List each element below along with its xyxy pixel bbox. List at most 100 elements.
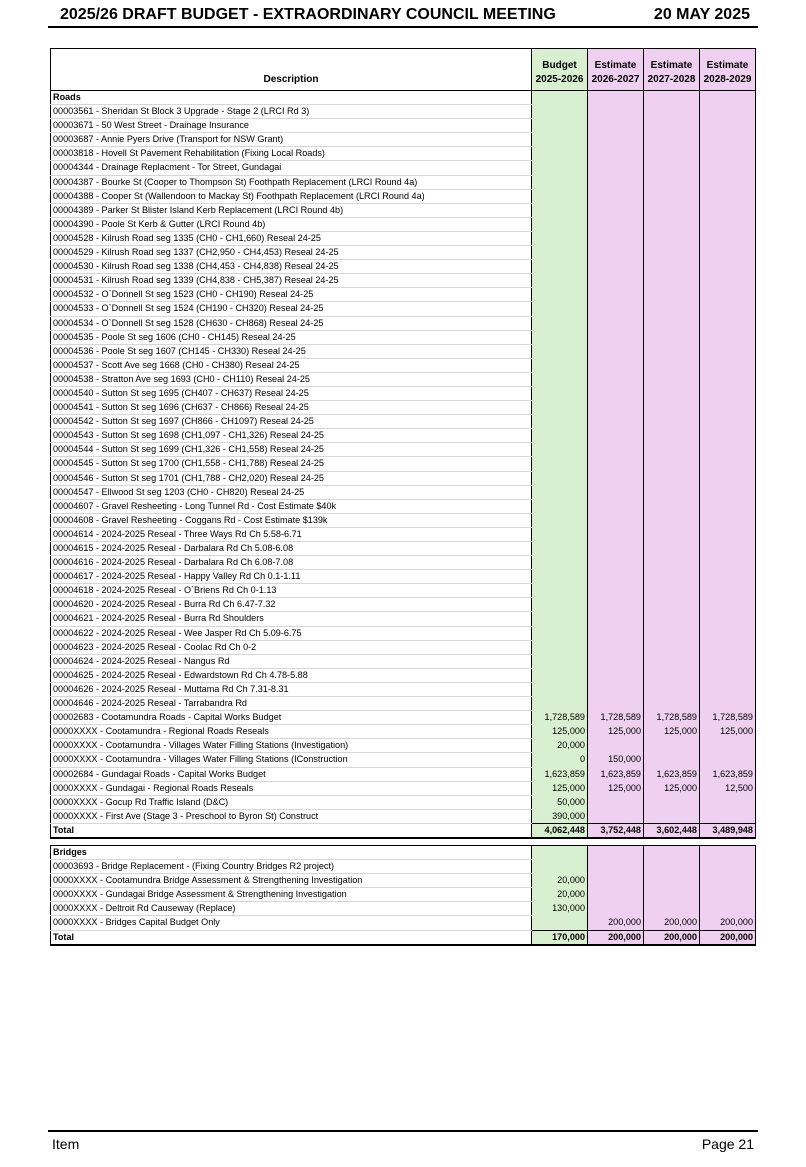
- table-row: 00004389 - Parker St Blister Island Kerb…: [50, 203, 756, 218]
- table-row: 00004618 - 2024-2025 Reseal - O`Briens R…: [50, 583, 756, 599]
- row-estimate-2026-2027: [587, 259, 644, 274]
- row-estimate-2028-2029: [699, 160, 756, 176]
- row-estimate-2026-2027: [587, 456, 644, 472]
- row-estimate-2028-2029: [699, 245, 756, 260]
- row-estimate-2028-2029: [699, 555, 756, 570]
- row-estimate-2028-2029: [699, 203, 756, 218]
- row-budget-2025-2026: [531, 583, 588, 598]
- row-estimate-2026-2027: [587, 330, 644, 345]
- row-estimate-2026-2027: [587, 668, 644, 683]
- row-estimate-2028-2029: [699, 752, 756, 767]
- row-estimate-2026-2027: [587, 738, 644, 753]
- row-estimate-2027-2028: [643, 428, 700, 443]
- row-budget-2025-2026: [531, 217, 588, 232]
- row-estimate-2028-2029: [699, 132, 756, 147]
- row-estimate-2028-2029: [699, 287, 756, 302]
- row-estimate-2027-2028: [643, 541, 700, 556]
- row-estimate-2027-2028: [643, 287, 700, 302]
- table-row: 0000XXXX - Cootamundra - Regional Roads …: [50, 724, 756, 740]
- row-budget-2025-2026: [531, 555, 588, 570]
- row-estimate-2028-2029: [699, 428, 756, 443]
- row-estimate-2026-2027: [587, 273, 644, 288]
- row-estimate-2026-2027: [587, 344, 644, 359]
- row-estimate-2026-2027: [587, 696, 644, 711]
- row-description: 00004538 - Stratton Ave seg 1693 (CH0 - …: [50, 372, 532, 387]
- row-estimate-2026-2027: [587, 414, 644, 429]
- row-description: 00003687 - Annie Pyers Drive (Transport …: [50, 132, 532, 148]
- row-estimate-2026-2027: 150,000: [587, 752, 644, 767]
- row-estimate-2026-2027: 125,000: [587, 781, 644, 796]
- table-row: 00003671 - 50 West Street - Drainage Ins…: [50, 118, 756, 134]
- row-description: 00004614 - 2024-2025 Reseal - Three Ways…: [50, 527, 532, 543]
- row-estimate-2027-2028: [643, 146, 700, 161]
- row-description: 00004547 - Ellwood St seg 1203 (CH0 - CH…: [50, 485, 532, 500]
- table-row: 00004646 - 2024-2025 Reseal - Tarrabandr…: [50, 696, 756, 712]
- row-estimate-2028-2029: [699, 569, 756, 584]
- row-estimate-2026-2027: [587, 217, 644, 232]
- row-estimate-2026-2027: [587, 682, 644, 697]
- row-description: 00004389 - Parker St Blister Island Kerb…: [50, 203, 532, 218]
- row-estimate-2027-2028: [643, 873, 700, 888]
- row-estimate-2026-2027: [587, 372, 644, 387]
- table-row: 0000XXXX - Gundagai Bridge Assessment & …: [50, 887, 756, 903]
- row-estimate-2028-2029: [699, 696, 756, 711]
- table-row: 00004621 - 2024-2025 Reseal - Burra Rd S…: [50, 611, 756, 627]
- row-description: 00004532 - O`Donnell St seg 1523 (CH0 - …: [50, 287, 532, 303]
- row-budget-2025-2026: [531, 301, 588, 316]
- table-row: 0000XXXX - Cootamundra Bridge Assessment…: [50, 873, 756, 889]
- row-estimate-2027-2028: [643, 175, 700, 190]
- row-estimate-2027-2028: 1,623,859: [643, 767, 700, 782]
- row-budget-2025-2026: 1,623,859: [531, 767, 588, 782]
- row-estimate-2027-2028: [643, 400, 700, 415]
- table-row: 00004532 - O`Donnell St seg 1523 (CH0 - …: [50, 287, 756, 303]
- row-estimate-2027-2028: [643, 301, 700, 316]
- row-estimate-2027-2028: [643, 654, 700, 669]
- row-description: 00004625 - 2024-2025 Reseal - Edwardstow…: [50, 668, 532, 683]
- total-estimate-3: 3,489,948: [699, 822, 756, 839]
- row-estimate-2027-2028: [643, 611, 700, 627]
- row-estimate-2026-2027: [587, 809, 644, 824]
- row-estimate-2028-2029: [699, 442, 756, 457]
- row-estimate-2026-2027: 200,000: [587, 915, 644, 931]
- row-estimate-2028-2029: [699, 859, 756, 874]
- col-estimate-3: Estimate 2028-2029: [699, 48, 756, 91]
- row-description: 00002683 - Cootamundra Roads - Capital W…: [50, 710, 532, 726]
- table-row: 00003693 - Bridge Replacement - (Fixing …: [50, 859, 756, 875]
- table-row: 00004535 - Poole St seg 1606 (CH0 - CH14…: [50, 330, 756, 345]
- row-estimate-2026-2027: [587, 245, 644, 260]
- row-estimate-2026-2027: [587, 873, 644, 888]
- row-estimate-2026-2027: [587, 527, 644, 542]
- table-row: 00003687 - Annie Pyers Drive (Transport …: [50, 132, 756, 148]
- row-estimate-2026-2027: [587, 795, 644, 810]
- row-estimate-2027-2028: [643, 859, 700, 874]
- row-description: 00004624 - 2024-2025 Reseal - Nangus Rd: [50, 654, 532, 669]
- row-estimate-2028-2029: [699, 344, 756, 359]
- row-budget-2025-2026: [531, 541, 588, 556]
- row-estimate-2026-2027: [587, 442, 644, 457]
- row-budget-2025-2026: [531, 915, 588, 931]
- section-title-row: Roads: [50, 90, 756, 106]
- table-row: 00004543 - Sutton St seg 1698 (CH1,097 -…: [50, 428, 756, 444]
- row-budget-2025-2026: 125,000: [531, 724, 588, 739]
- table-row: 00004387 - Bourke St (Cooper to Thompson…: [50, 175, 756, 190]
- row-estimate-2028-2029: [699, 316, 756, 331]
- table-row: 0000XXXX - Cootamundra - Villages Water …: [50, 738, 756, 754]
- row-estimate-2027-2028: [643, 471, 700, 486]
- row-estimate-2026-2027: 1,728,589: [587, 710, 644, 725]
- row-estimate-2026-2027: [587, 901, 644, 916]
- row-budget-2025-2026: 1,728,589: [531, 710, 588, 725]
- row-description: 00004546 - Sutton St seg 1701 (CH1,788 -…: [50, 471, 532, 486]
- table-row: 00004390 - Poole St Kerb & Gutter (LRCI …: [50, 217, 756, 232]
- row-description: 00002684 - Gundagai Roads - Capital Work…: [50, 767, 532, 782]
- row-description: 00003671 - 50 West Street - Drainage Ins…: [50, 118, 532, 134]
- row-estimate-2027-2028: [643, 682, 700, 697]
- row-estimate-2027-2028: [643, 217, 700, 232]
- row-description: 0000XXXX - Gocup Rd Traffic Island (D&C): [50, 795, 532, 810]
- row-budget-2025-2026: [531, 160, 588, 176]
- row-budget-2025-2026: 390,000: [531, 809, 588, 824]
- row-estimate-2026-2027: [587, 287, 644, 302]
- row-budget-2025-2026: 50,000: [531, 795, 588, 810]
- page-footer: Item Page 21: [48, 1130, 758, 1156]
- row-budget-2025-2026: 130,000: [531, 901, 588, 916]
- row-estimate-2027-2028: [643, 583, 700, 598]
